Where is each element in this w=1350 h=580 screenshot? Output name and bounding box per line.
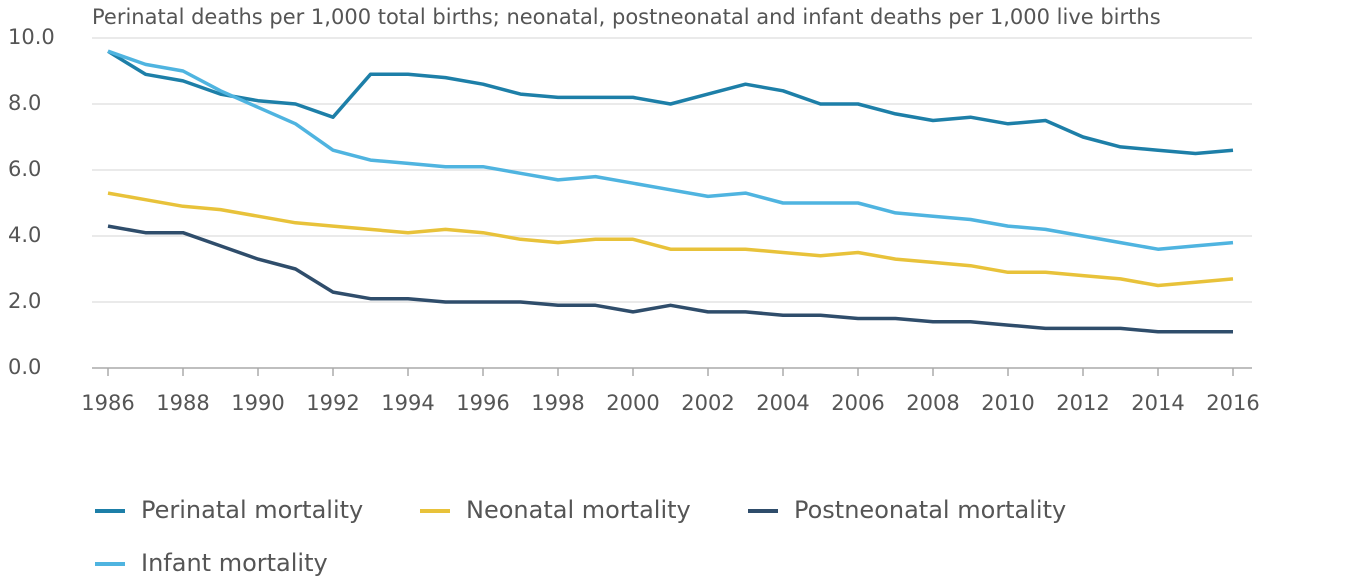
y-tick-label: 0.0 [8, 355, 41, 379]
x-tick-label: 2000 [606, 391, 659, 415]
y-tick-label: 8.0 [8, 91, 41, 115]
legend-label: Neonatal mortality [466, 496, 691, 524]
x-tick-label: 2010 [981, 391, 1034, 415]
series-line [107, 49, 1234, 156]
x-tick-label: 2008 [906, 391, 959, 415]
x-tick-label: 2002 [681, 391, 734, 415]
series-line [107, 191, 1234, 288]
x-tick-label: 1986 [81, 391, 134, 415]
x-tick-label: 1992 [306, 391, 359, 415]
legend-label: Postneonatal mortality [794, 496, 1066, 524]
x-tick-label: 2016 [1206, 391, 1259, 415]
x-tick-label: 2012 [1056, 391, 1109, 415]
x-tick-label: 2006 [831, 391, 884, 415]
y-tick-label: 10.0 [8, 25, 55, 49]
x-tick-label: 2014 [1131, 391, 1184, 415]
legend-label: Infant mortality [141, 549, 328, 577]
x-tick-label: 1998 [531, 391, 584, 415]
series-line [107, 224, 1233, 334]
y-tick-label: 2.0 [8, 289, 41, 313]
x-tick-label: 1994 [381, 391, 434, 415]
y-tick-label: 6.0 [8, 157, 41, 181]
x-tick-label: 1996 [456, 391, 509, 415]
legend-label: Perinatal mortality [141, 496, 363, 524]
y-tick-label: 4.0 [8, 223, 41, 247]
x-tick-label: 1990 [231, 391, 284, 415]
chart-title: Perinatal deaths per 1,000 total births;… [92, 5, 1161, 29]
x-tick-label: 1988 [156, 391, 209, 415]
series-line [107, 49, 1234, 251]
x-tick-label: 2004 [756, 391, 809, 415]
